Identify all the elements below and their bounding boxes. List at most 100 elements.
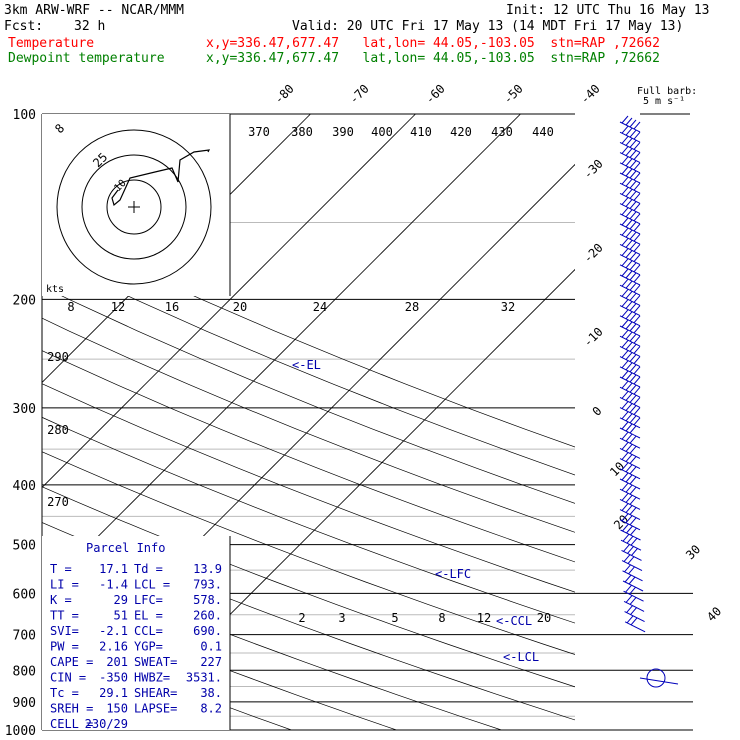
wind-barb-flag — [625, 219, 633, 228]
wind-barb-flag — [633, 376, 641, 385]
wind-barb-flag — [621, 227, 629, 236]
wind-barb-flag — [625, 138, 633, 146]
parcel-value: 230/29 — [85, 717, 128, 731]
wind-barb-flag — [625, 433, 633, 442]
wind-barb-flag — [633, 233, 641, 242]
parcel-title: Parcel Info — [86, 541, 165, 555]
wind-barb — [622, 570, 643, 582]
dry-adiabat-label: 430 — [491, 125, 513, 139]
parcel-key: K = — [50, 593, 72, 607]
wind-barb-flag — [633, 356, 641, 364]
pressure-label: 1000 — [5, 724, 36, 739]
wind-barb-flag — [621, 125, 629, 134]
parcel-value: 8.2 — [200, 702, 222, 716]
wind-barb-flag — [621, 166, 629, 175]
isotherm-label: 10 — [607, 459, 627, 479]
wind-barb-flag — [626, 535, 634, 544]
wind-barb-flag — [629, 486, 637, 495]
isotherm-label: -80 — [272, 82, 297, 107]
pressure-label: 900 — [13, 696, 36, 711]
hodograph-ring — [106, 179, 162, 235]
dry-adiabat-label: 290 — [47, 350, 69, 364]
parcel-value: 0.1 — [200, 640, 222, 654]
lfc-marker: <-LFC — [435, 567, 471, 581]
dry-adiabat — [42, 451, 575, 655]
hodograph-background — [42, 114, 230, 296]
valid-time: Valid: 20 UTC Fri 17 May 13 (14 MDT Fri … — [292, 19, 684, 34]
wind-barb-flag — [626, 525, 633, 534]
parcel-key: CELL = — [50, 717, 93, 731]
parcel-key: LFC= — [134, 593, 163, 607]
wind-barb-flag — [630, 537, 638, 546]
mixing-ratio-label: 16 — [165, 300, 179, 314]
wind-barb-flag — [629, 364, 637, 373]
wind-barb-flag — [621, 350, 629, 358]
wind-barb-flag — [621, 380, 629, 389]
wind-barb-flag — [621, 391, 629, 399]
dry-adiabat-label: 410 — [410, 125, 432, 139]
wind-barb-flag — [625, 474, 633, 483]
dry-adiabat-label: 440 — [532, 125, 554, 139]
wind-barb-flag — [621, 319, 629, 328]
wind-barb-flag — [628, 576, 636, 585]
wind-barb-flag — [625, 260, 633, 269]
wind-barb-flag — [633, 397, 641, 405]
parcel-value: 13.9 — [193, 562, 222, 576]
wind-barb-flag — [629, 476, 637, 485]
parcel-value: 227 — [200, 655, 222, 669]
el-marker: <-EL — [292, 358, 321, 372]
parcel-value: 2.16 — [99, 640, 128, 654]
wind-barb-flag — [629, 170, 637, 179]
wind-barb-flag — [629, 221, 637, 230]
wind-barb-flag — [625, 382, 633, 391]
mixing-ratio-label: 12 — [111, 300, 125, 314]
wind-barb-flag — [625, 311, 633, 320]
wind-barb-flag — [621, 503, 629, 511]
parcel-key: SWEAT= — [134, 655, 177, 669]
wind-barb-flag — [629, 160, 637, 169]
ccl-marker: <-CCL — [496, 614, 532, 628]
mixing-ratio-label: 20 — [537, 611, 551, 625]
wind-barb-flag — [625, 505, 633, 513]
wind-barb-flag — [633, 193, 641, 201]
wind-barb-flag — [621, 340, 629, 348]
wind-barb-flag — [626, 605, 633, 613]
wind-barb-flag — [625, 393, 633, 401]
wind-barb-flag — [630, 527, 637, 536]
legend-dewpoint: Dewpoint temperature — [8, 51, 165, 66]
wind-barb-flag — [625, 158, 633, 167]
wind-barb-flag — [623, 544, 630, 552]
wind-barb — [624, 621, 646, 633]
wind-barb-flag — [621, 370, 629, 379]
pressure-lines — [41, 113, 693, 731]
barb-legend-speed: 5 m s⁻¹ — [643, 96, 685, 107]
dry-adiabat — [42, 383, 575, 593]
parcel-value: 793. — [193, 578, 222, 592]
dry-adiabat-label: 280 — [47, 423, 69, 437]
wind-barb-flag — [629, 456, 637, 464]
wind-barb-flag — [629, 231, 637, 240]
wind-barb-flag — [625, 291, 633, 299]
isotherm — [42, 114, 416, 489]
isotherm — [42, 114, 521, 594]
wind-barb-flag — [621, 258, 629, 267]
wind-barb-flag — [629, 466, 637, 475]
parcel-key: LCL = — [134, 578, 170, 592]
mixing-ratio-label: 8 — [438, 611, 445, 625]
wind-barb-flag — [622, 533, 630, 542]
mixing-ratio-label: 5 — [391, 611, 398, 625]
dry-adiabat — [42, 317, 575, 533]
wind-barb-flag — [633, 172, 641, 181]
dry-adiabat — [42, 596, 398, 730]
pressure-label: 300 — [13, 402, 36, 417]
wind-barb-flag — [625, 250, 633, 258]
wind-barb-flag — [629, 252, 637, 260]
wind-barb-flag — [633, 162, 641, 171]
wind-barb-flag — [625, 352, 633, 360]
parcel-value: 201 — [106, 655, 128, 669]
wind-barb-flag — [623, 554, 631, 562]
wind-barb-flag — [625, 199, 633, 207]
dry-adiabat-label: 420 — [450, 125, 472, 139]
wind-barb-flag — [621, 411, 629, 420]
parcel-info-box: Parcel Info T = 17.1 Td = 13.9 LI = -1.4 LCL = 7… — [42, 536, 231, 731]
